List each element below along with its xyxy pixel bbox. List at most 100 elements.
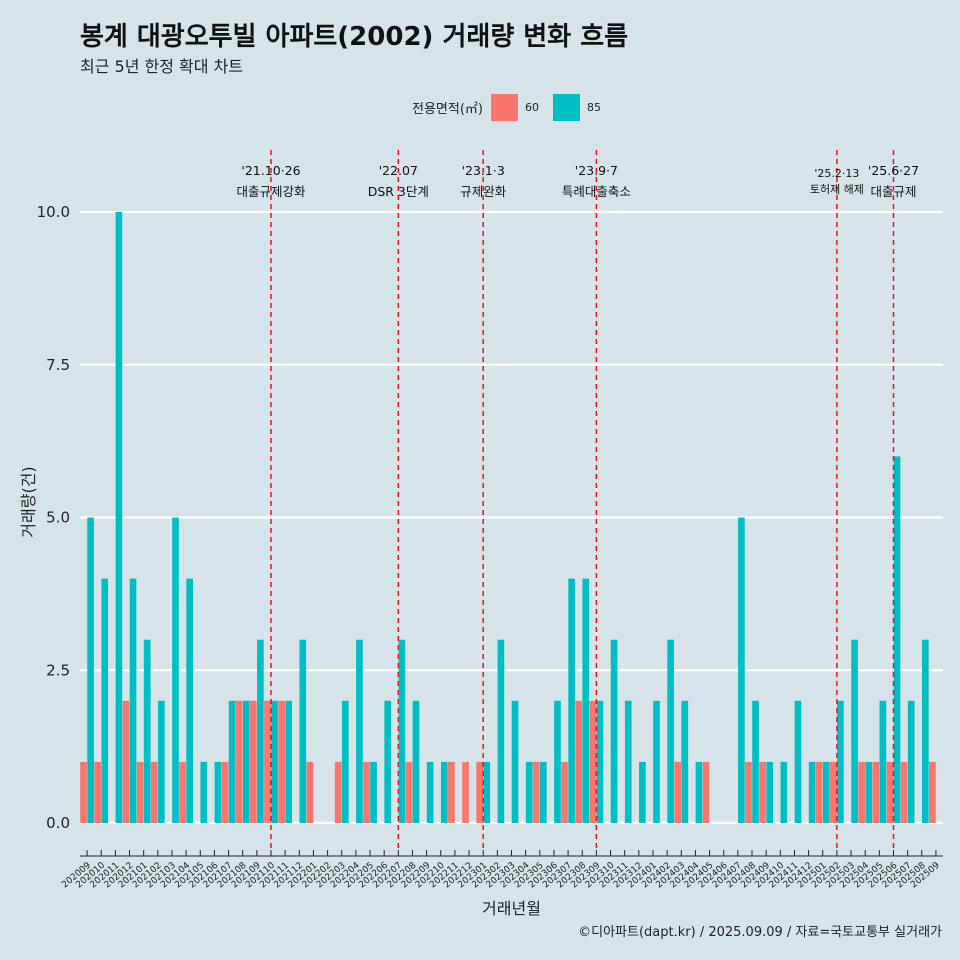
annotation-date: '25.6·27 [868, 163, 919, 178]
annotation-date: '25.2·13 [814, 167, 859, 180]
bar-60-202409 [759, 761, 766, 823]
bar-85-202502 [837, 700, 844, 823]
bar-60-202101 [136, 761, 144, 823]
bar-85-202011 [115, 212, 123, 823]
bar-85-202108 [242, 700, 250, 823]
bar-85-202110 [271, 700, 278, 823]
bar-85-202209 [426, 761, 434, 823]
bar-85-202412 [808, 761, 816, 823]
bar-60-202308 [575, 700, 583, 823]
bar-85-202106 [214, 761, 222, 823]
bar-85-202404 [695, 761, 703, 823]
x-axis-title: 거래년월 [482, 899, 541, 918]
bar-85-202112 [299, 639, 307, 823]
annotation-text: 토허제 해제 [810, 182, 864, 196]
bar-85-202504 [865, 761, 873, 823]
bar-85-202503 [851, 639, 858, 823]
annotation-text: 특례대출축소 [562, 184, 631, 199]
bar-85-202310 [610, 639, 618, 823]
bar-85-202203 [341, 700, 349, 823]
bar-85-202208 [412, 700, 420, 823]
bar-60-202506 [886, 761, 894, 823]
bar-85-202501 [822, 761, 830, 823]
bar-85-202210 [440, 761, 448, 823]
bar-85-202205 [370, 761, 377, 823]
chart-title: 봉계 대광오투빌 아파트(2002) 거래량 변화 흐름 [80, 22, 629, 52]
bar-60-202408 [745, 761, 752, 823]
bar-60-202501 [815, 761, 823, 823]
bar-85-202303 [511, 700, 519, 823]
chart-subtitle: 최근 5년 한정 확대 차트 [80, 57, 244, 76]
y-tick-label: 0.0 [46, 814, 70, 832]
bar-85-202105 [200, 761, 208, 823]
bar-85-202103 [172, 517, 179, 823]
bar-85-202506 [893, 456, 901, 823]
bar-85-202308 [582, 578, 590, 823]
source-caption: ©디아파트(dapt.kr) / 2025.09.09 / 자료=국토교통부 실… [578, 925, 942, 940]
bar-85-202101 [143, 639, 151, 823]
legend: 전용면적(㎡) 60 85 [412, 93, 607, 121]
legend-key-85 [552, 93, 580, 121]
bar-85-202505 [879, 700, 887, 823]
bar-85-202302 [497, 639, 505, 823]
bar-60-202107 [221, 761, 229, 823]
bar-60-202111 [278, 700, 285, 823]
bar-60-202403 [674, 761, 682, 823]
bar-60-202208 [405, 761, 413, 823]
bar-85-202204 [356, 639, 363, 823]
annotation-text: 대출규제강화 [236, 184, 306, 199]
annotation-date: '21.10·26 [241, 163, 300, 178]
bar-60-202203 [334, 761, 342, 823]
bar-85-202307 [568, 578, 575, 823]
bar-60-202110 [264, 700, 271, 823]
bar-85-202411 [794, 700, 802, 823]
legend-label-60: 60 [524, 100, 539, 114]
bar-85-202305 [539, 761, 547, 823]
bar-85-202306 [554, 700, 561, 823]
bar-60-202012 [122, 700, 130, 823]
y-tick-label: 7.5 [46, 356, 70, 374]
bar-60-202309 [589, 700, 597, 823]
bar-85-202111 [285, 700, 293, 823]
bar-85-202010 [101, 578, 109, 823]
bar-60-202504 [858, 761, 865, 823]
legend-label-85: 85 [586, 100, 601, 114]
annotation-text: DSR 3단계 [368, 184, 429, 199]
bar-85-202206 [384, 700, 392, 823]
y-axis-title: 거래량(건) [19, 466, 38, 537]
bar-85-202301 [483, 761, 491, 823]
bar-60-202307 [561, 761, 568, 823]
bar-60-202502 [830, 761, 837, 823]
y-tick-label: 2.5 [46, 661, 70, 679]
bar-85-202410 [780, 761, 788, 823]
bar-60-202109 [249, 700, 257, 823]
annotation-date: '22.07 [379, 163, 418, 178]
bar-60-202509 [929, 761, 936, 823]
bar-85-202409 [766, 761, 774, 823]
bar-85-202401 [653, 700, 660, 823]
bar-85-202012 [129, 578, 137, 823]
bar-85-202403 [681, 700, 689, 823]
bar-85-202109 [257, 639, 264, 823]
bar-85-202207 [398, 639, 406, 823]
bar-85-202408 [752, 700, 759, 823]
bar-60-202010 [94, 761, 102, 823]
bar-85-202507 [907, 700, 915, 823]
bar-85-202311 [624, 700, 632, 823]
bar-85-202304 [525, 761, 533, 823]
bar-60-202108 [235, 700, 243, 823]
bar-85-202508 [921, 639, 929, 823]
bar-60-202505 [872, 761, 880, 823]
bar-85-202009 [87, 517, 94, 823]
annotation-date: '23.9·7 [575, 163, 618, 178]
legend-key-60 [490, 93, 518, 121]
bar-60-202211 [448, 761, 455, 823]
bar-60-202405 [702, 761, 710, 823]
bar-85-202402 [667, 639, 674, 823]
bar-85-202312 [639, 761, 646, 823]
annotation-text: 규제완화 [460, 184, 507, 199]
bar-85-202107 [228, 700, 236, 823]
bar-60-202104 [179, 761, 186, 823]
bar-60-202305 [532, 761, 540, 823]
